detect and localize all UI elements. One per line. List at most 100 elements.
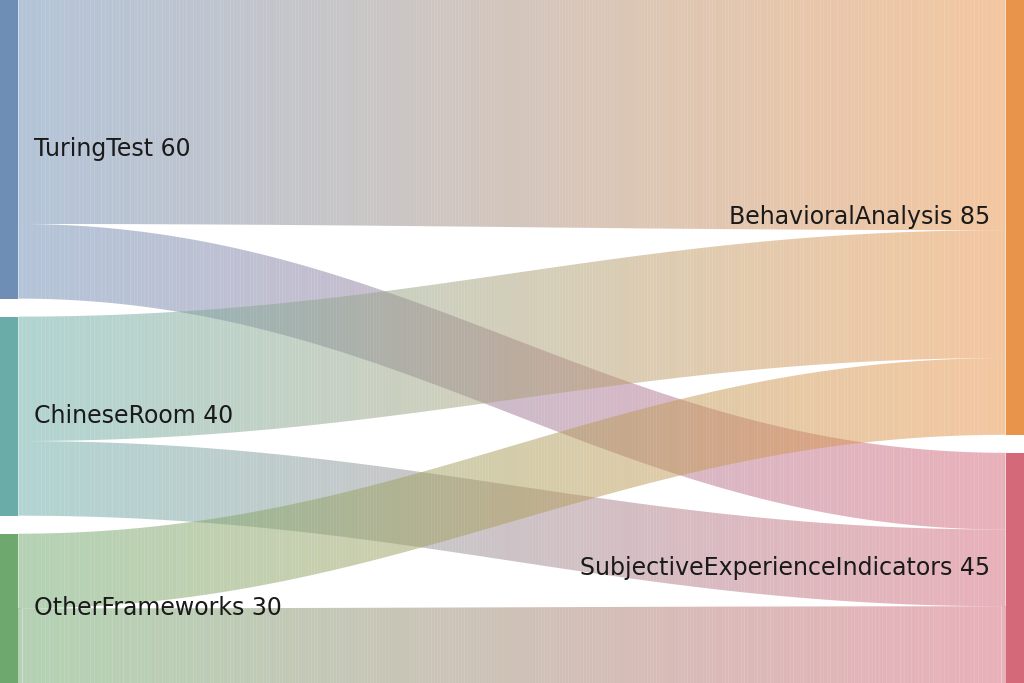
Polygon shape [156,609,159,683]
Polygon shape [411,475,413,550]
Polygon shape [90,227,94,302]
Polygon shape [542,350,545,427]
Polygon shape [794,238,797,367]
Polygon shape [470,458,473,533]
Polygon shape [408,299,411,376]
Polygon shape [179,446,183,521]
Polygon shape [568,360,571,437]
Polygon shape [952,607,955,683]
Polygon shape [626,413,629,489]
Polygon shape [247,451,250,527]
Polygon shape [814,607,817,683]
Polygon shape [283,303,286,428]
Polygon shape [944,359,948,436]
Polygon shape [411,288,413,413]
Polygon shape [386,481,389,557]
Polygon shape [663,507,666,583]
Polygon shape [90,0,94,224]
Polygon shape [308,300,311,426]
Polygon shape [783,0,786,229]
Polygon shape [224,608,227,683]
Polygon shape [777,240,780,367]
Polygon shape [94,442,98,517]
Polygon shape [57,225,60,300]
Polygon shape [581,0,584,228]
Polygon shape [72,0,76,224]
Polygon shape [797,0,800,229]
Polygon shape [959,451,964,529]
Polygon shape [893,0,897,230]
Polygon shape [190,0,194,225]
Polygon shape [123,229,127,305]
Polygon shape [355,294,358,420]
Polygon shape [305,501,308,576]
Polygon shape [461,280,464,406]
Polygon shape [948,529,952,606]
Text: SubjectiveExperienceIndicators 45: SubjectiveExperienceIndicators 45 [580,556,990,580]
Polygon shape [500,449,503,525]
Polygon shape [786,239,791,367]
Polygon shape [557,492,560,568]
Polygon shape [308,458,311,533]
Polygon shape [238,249,241,324]
Polygon shape [599,607,602,683]
Polygon shape [616,378,620,455]
Polygon shape [269,454,273,529]
Polygon shape [380,290,383,366]
Polygon shape [697,248,700,376]
Polygon shape [979,607,982,683]
Polygon shape [286,455,289,531]
Polygon shape [532,607,536,683]
Polygon shape [638,503,641,580]
Polygon shape [482,454,485,530]
Polygon shape [690,402,694,479]
Polygon shape [276,303,280,429]
Polygon shape [98,531,101,606]
Polygon shape [45,224,49,299]
Polygon shape [437,283,440,410]
Polygon shape [479,326,482,402]
Polygon shape [183,238,186,313]
Polygon shape [568,607,571,683]
Polygon shape [90,609,94,683]
Polygon shape [473,479,476,555]
Polygon shape [770,424,774,502]
Polygon shape [368,0,371,225]
Polygon shape [838,438,841,516]
Polygon shape [260,608,263,683]
Polygon shape [76,316,80,441]
Polygon shape [453,477,456,553]
Polygon shape [804,607,807,683]
Polygon shape [340,277,343,352]
Polygon shape [500,484,503,559]
Polygon shape [613,416,616,492]
Polygon shape [283,608,286,683]
Polygon shape [169,0,173,224]
Polygon shape [87,316,90,440]
Polygon shape [536,348,539,424]
Polygon shape [810,0,814,229]
Polygon shape [173,0,176,224]
Polygon shape [250,608,254,683]
Polygon shape [659,506,663,583]
Polygon shape [179,237,183,313]
Polygon shape [479,0,482,227]
Polygon shape [710,247,713,374]
Polygon shape [638,409,641,486]
Polygon shape [725,413,728,490]
Polygon shape [545,0,548,227]
Polygon shape [127,609,131,683]
Polygon shape [838,524,841,601]
Polygon shape [584,0,587,228]
Polygon shape [105,531,109,605]
Polygon shape [419,608,422,683]
Polygon shape [590,497,593,573]
Polygon shape [563,492,565,569]
Polygon shape [247,608,250,683]
Polygon shape [855,367,858,444]
Polygon shape [663,403,666,479]
Polygon shape [807,373,810,450]
Polygon shape [725,0,728,229]
Polygon shape [358,0,361,225]
Polygon shape [65,225,69,300]
